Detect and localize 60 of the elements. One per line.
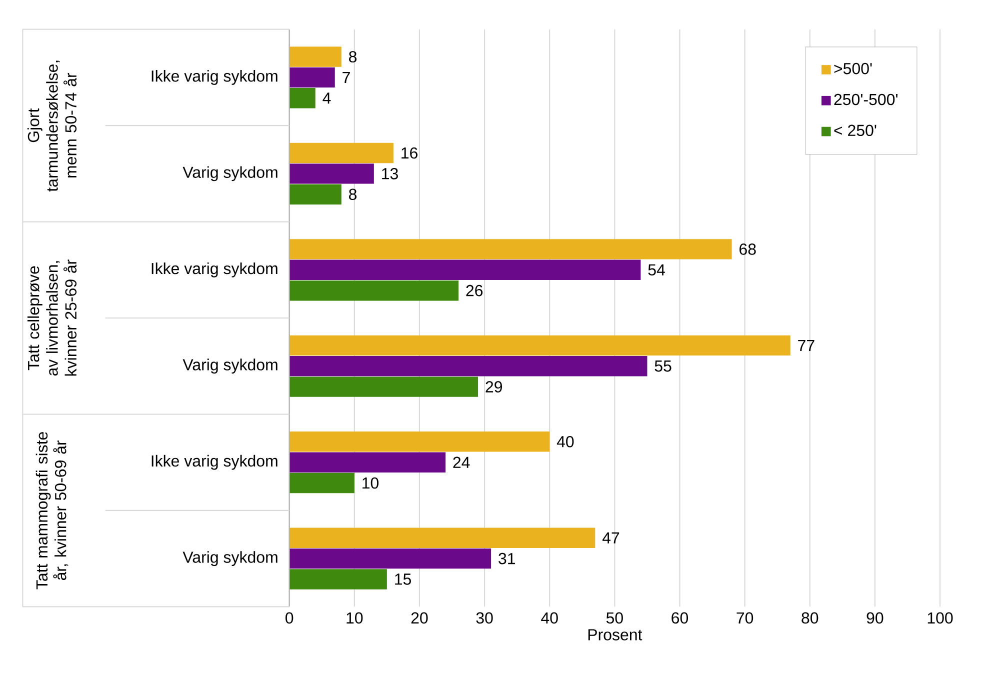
bar (289, 569, 387, 590)
bar (289, 432, 550, 452)
data-label: 7 (342, 72, 350, 84)
y-tick-label: Ikke varig sykdom (152, 70, 278, 86)
x-tick-label: 30 (476, 612, 493, 624)
legend-label: >500' (834, 63, 872, 74)
bar (289, 452, 446, 473)
bar (289, 239, 732, 260)
legend-label: < 250' (834, 124, 876, 136)
bar (289, 335, 790, 356)
x-tick-label: 90 (866, 612, 884, 624)
x-tick-label: 40 (541, 612, 558, 624)
bar (289, 356, 648, 376)
data-label: 8 (349, 51, 357, 63)
text: Tatt celleprøve av livmorhalsen, kvinner 25-69 år (27, 260, 77, 376)
x-tick-label: 10 (346, 612, 363, 624)
data-label: 77 (798, 340, 814, 352)
y-tick-label: Ikke varig sykdom (152, 262, 278, 278)
bar (289, 46, 342, 68)
data-label: 55 (654, 360, 672, 372)
data-label: 31 (498, 553, 515, 564)
x-tick-label: 20 (411, 612, 428, 624)
y-tick-label: Ikke varig sykdom (152, 455, 278, 470)
data-label: 26 (466, 285, 483, 296)
data-label: 10 (362, 478, 379, 489)
x-axis-title: Prosent (588, 629, 642, 641)
data-label: 54 (648, 264, 665, 276)
bar (289, 260, 641, 280)
data-label: 15 (395, 574, 411, 585)
x-tick-label: 60 (672, 612, 688, 624)
bar (289, 143, 394, 164)
bar (289, 184, 342, 205)
y-tick-label: Varig sykdom (182, 551, 278, 566)
data-label: 24 (453, 456, 470, 468)
bar (289, 164, 374, 184)
x-tick-label: 80 (802, 612, 818, 624)
bar (289, 528, 596, 548)
data-label: 40 (556, 436, 574, 448)
data-label: 29 (486, 381, 502, 393)
text: Tatt mammografi siste år, kvinner 50-69 år (36, 432, 68, 590)
data-label: 8 (349, 188, 357, 200)
data-label: 16 (402, 147, 418, 159)
data-label: 47 (602, 532, 620, 544)
text: Gjort tarmundersøkelse, menn 50-74 år (27, 60, 77, 192)
bar (289, 376, 478, 398)
x-tick-label: 70 (736, 612, 754, 624)
bar (289, 280, 459, 301)
bar (289, 473, 354, 494)
bar (289, 88, 316, 108)
bar (289, 68, 335, 88)
data-label: 13 (382, 168, 398, 180)
data-label: 68 (740, 244, 756, 256)
legend-label: 250'-500' (834, 94, 898, 106)
x-tick-label: 0 (286, 612, 294, 624)
y-tick-label: Varig sykdom (182, 358, 278, 374)
y-tick-label: Varig sykdom (182, 166, 278, 182)
data-label: 4 (322, 92, 331, 104)
x-tick-label: 100 (928, 612, 953, 624)
bar (289, 548, 492, 569)
x-tick-label: 50 (606, 612, 623, 624)
